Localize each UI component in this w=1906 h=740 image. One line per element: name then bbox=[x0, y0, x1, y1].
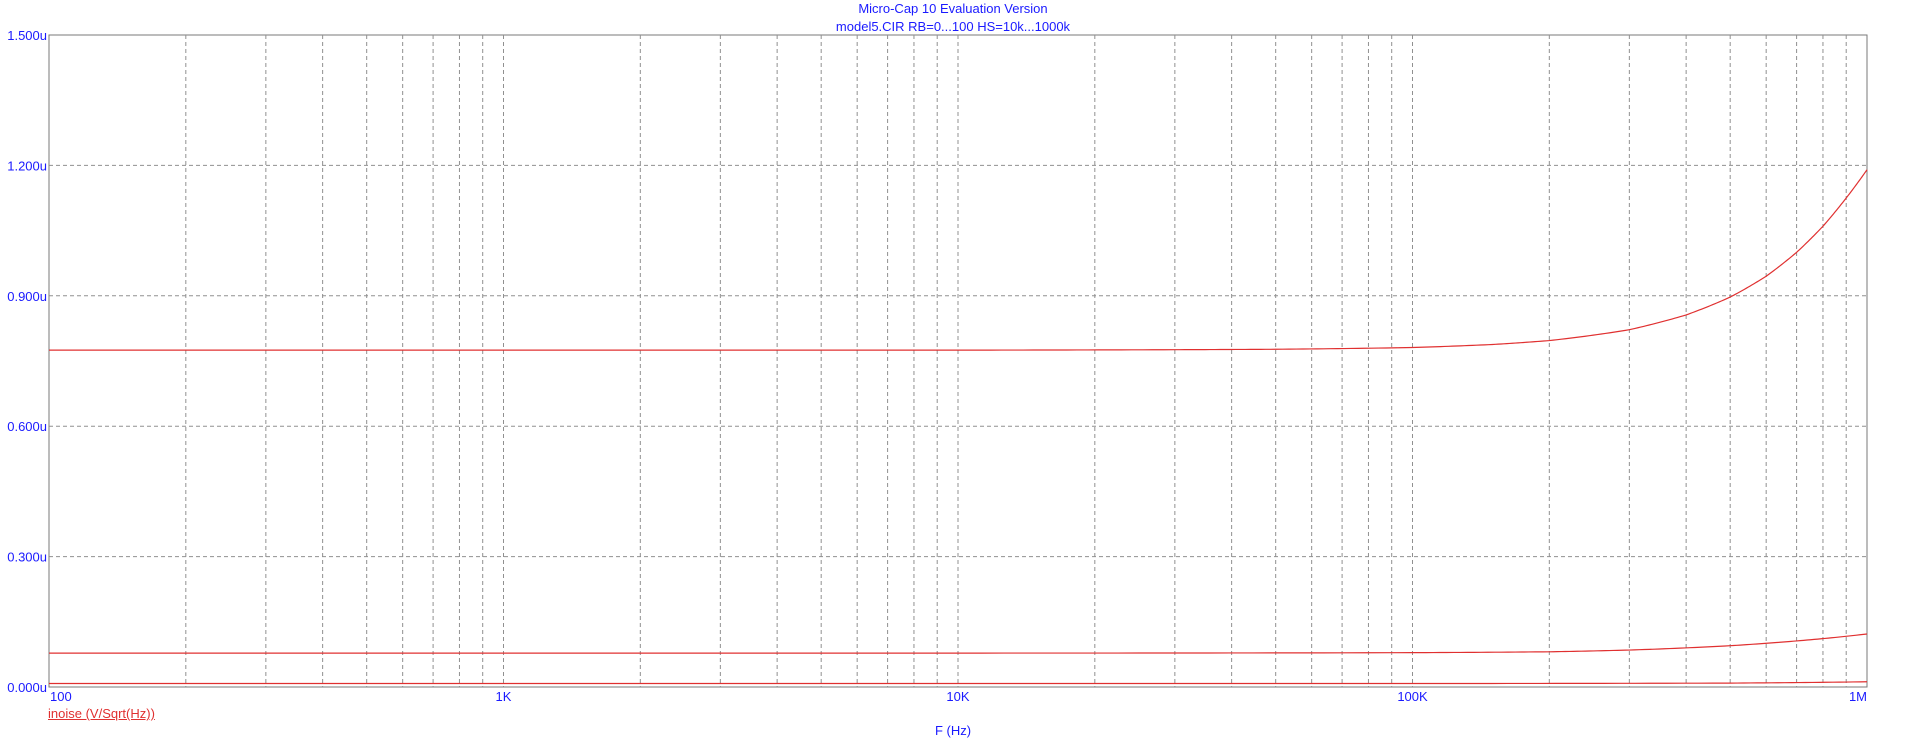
y-tick-label: 1.200u bbox=[7, 158, 47, 173]
legend-series-label[interactable]: inoise (V/Sqrt(Hz)) bbox=[48, 706, 155, 721]
y-tick-label: 0.300u bbox=[7, 550, 47, 565]
x-tick-label: 100 bbox=[50, 689, 72, 704]
x-tick-label: 1K bbox=[496, 689, 512, 704]
series-line-1 bbox=[49, 169, 1868, 351]
y-tick-label: 0.600u bbox=[7, 419, 47, 434]
y-tick-label: 1.500u bbox=[7, 28, 47, 43]
y-axis-tick-labels: 0.000u 0.300u 0.600u 0.900u 1.200u 1.500u bbox=[7, 28, 47, 695]
series-line-3 bbox=[49, 681, 1868, 685]
x-axis-label: F (Hz) bbox=[934, 723, 972, 738]
series-line-2 bbox=[49, 633, 1868, 654]
series-lines bbox=[49, 169, 1868, 685]
chart-title: Micro-Cap 10 Evaluation Version bbox=[858, 1, 1048, 16]
x-tick-label: 1M bbox=[1849, 689, 1867, 704]
y-tick-label: 0.900u bbox=[7, 289, 47, 304]
x-tick-label: 100K bbox=[1397, 689, 1428, 704]
grid-lines bbox=[49, 35, 1867, 687]
x-tick-label: 10K bbox=[946, 689, 969, 704]
chart-subtitle: model5.CIR RB=0...100 HS=10k...1000k bbox=[835, 19, 1071, 34]
x-axis-tick-labels: 100 1K 10K 100K 1M bbox=[50, 689, 1867, 704]
y-tick-label: 0.000u bbox=[7, 680, 47, 695]
